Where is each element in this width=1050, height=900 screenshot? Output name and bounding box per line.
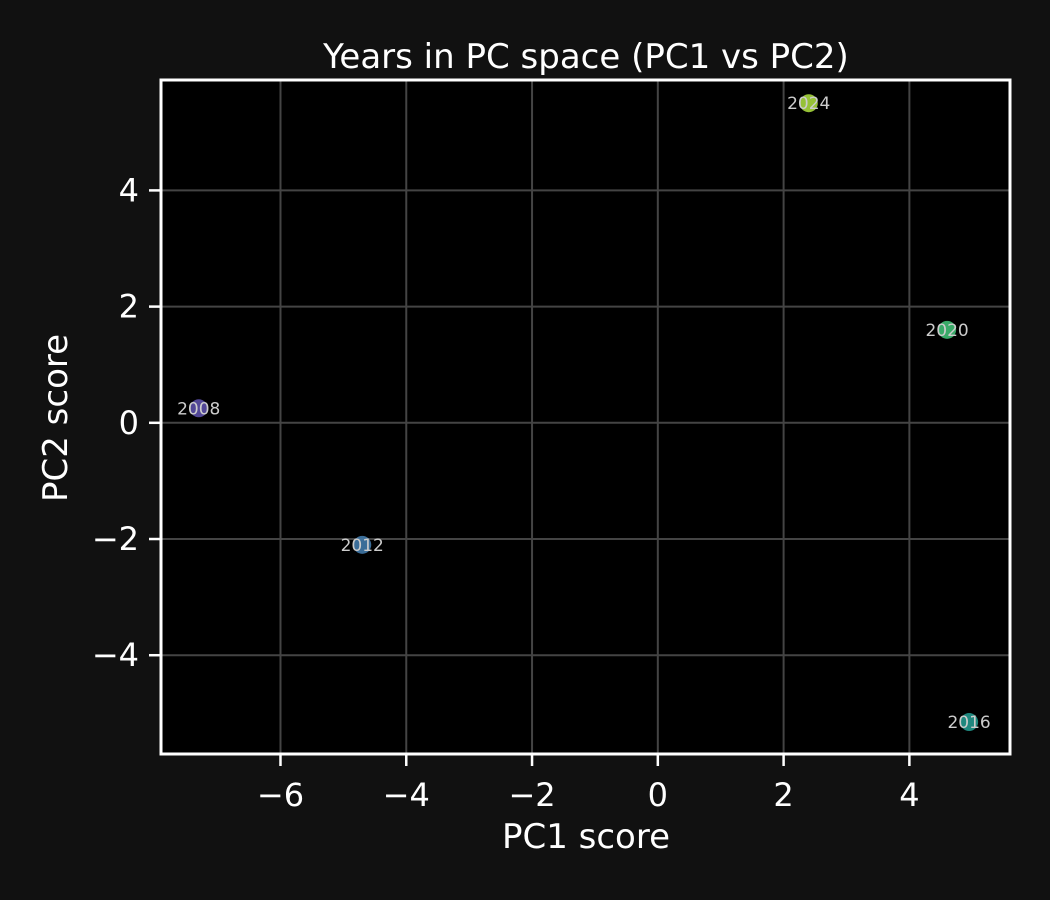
point-marker <box>960 713 979 732</box>
point-label: 2008 <box>177 399 220 419</box>
point-marker <box>353 535 372 554</box>
y-tick-label: 2 <box>119 288 139 326</box>
x-tick-label: 4 <box>899 776 919 814</box>
point-label: 2024 <box>787 94 830 114</box>
data-point-2016: 2016 <box>947 713 991 733</box>
y-axis-label: PC2 score <box>36 334 76 502</box>
y-tick-label: 4 <box>119 171 139 209</box>
y-tick-label: −2 <box>92 520 139 558</box>
x-tick-label: −2 <box>508 776 555 814</box>
x-tick-label: −6 <box>257 776 304 814</box>
axis-ticks: −6 −4 −2 0 2 4 −4 −2 0 2 4 <box>92 171 920 814</box>
grid-lines <box>161 80 1010 754</box>
chart-title: Years in PC space (PC1 vs PC2) <box>322 37 849 77</box>
data-points: 2008 2012 2016 2020 2024 <box>177 94 991 733</box>
data-point-2020: 2020 <box>925 320 969 341</box>
y-tick-label: 0 <box>119 404 139 442</box>
point-label: 2020 <box>925 321 968 341</box>
y-tick-label: −4 <box>92 636 139 674</box>
data-point-2024: 2024 <box>787 94 830 114</box>
x-axis-label: PC1 score <box>502 817 670 857</box>
x-tick-label: −4 <box>383 776 430 814</box>
x-tick-label: 2 <box>773 776 793 814</box>
x-tick-label: 0 <box>648 776 668 814</box>
point-marker <box>189 399 208 418</box>
point-label: 2012 <box>341 536 384 556</box>
point-marker <box>938 320 957 339</box>
point-label: 2016 <box>947 713 990 733</box>
plot-frame <box>159 78 1012 756</box>
point-marker <box>799 94 818 113</box>
data-point-2012: 2012 <box>341 535 384 556</box>
data-point-2008: 2008 <box>177 399 220 419</box>
plot-area <box>161 80 1010 754</box>
